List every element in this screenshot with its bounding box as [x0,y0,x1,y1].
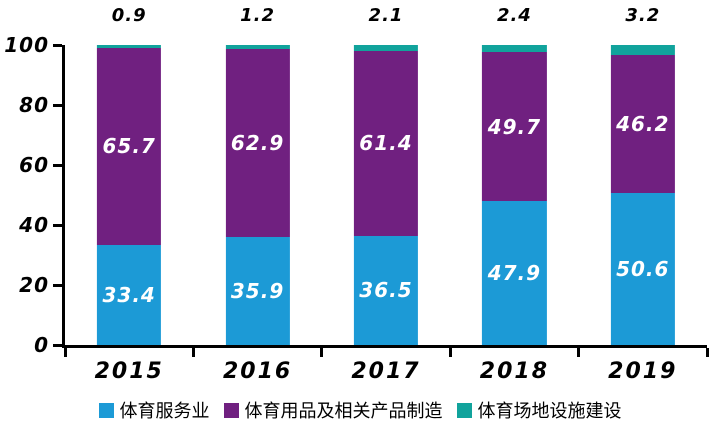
stacked-bar: 36.5 61.4 [353,45,419,345]
y-axis-tick [53,343,62,347]
bar-segment: 33.4 [97,244,162,345]
bar-segment [225,45,290,49]
segment-value-label: 65.7 [102,134,156,159]
bar-segment [610,45,675,55]
bar-segment: 61.4 [353,51,419,236]
bar-top-value-label: 1.2 [240,5,276,26]
y-axis-tick-label: 40 [19,213,49,237]
segment-value-label: 35.9 [230,279,285,304]
bar-top-value-label: 3.2 [625,5,661,26]
segment-value-label: 61.4 [359,131,413,156]
bar-top-value-label: 0.9 [111,5,147,26]
y-axis-tick-label: 100 [4,33,49,57]
bar-segment: 47.9 [482,201,547,345]
bar-segment [97,45,162,48]
legend: 体育服务业 体育用品及相关产品制造 体育场地设施建设 [0,397,720,423]
segment-value-label: 33.4 [102,282,156,307]
plot-area: 0 20 40 60 80 100 33.4 65.7 0.9 2015 35.9 62.9 1.2 20… [4,5,709,384]
legend-item: 体育用品及相关产品制造 [223,397,443,423]
segment-value-label: 49.7 [487,114,542,139]
bar-top-value-label: 2.1 [368,5,404,26]
category-column: 50.6 46.2 3.2 2019 [579,5,707,384]
bar-segment [353,45,419,52]
legend-item: 体育场地设施建设 [456,397,622,423]
bar-segment [482,45,547,53]
segment-value-label: 36.5 [359,278,413,303]
stacked-bar: 50.6 46.2 [610,45,675,345]
x-axis-category-label: 2017 [351,359,421,384]
legend-label: 体育服务业 [119,401,210,422]
bar-segment: 35.9 [225,237,290,345]
bar-segment: 46.2 [610,54,675,194]
x-axis-tick [191,348,195,357]
bar-top-value-label: 2.4 [496,5,532,26]
bar-segment: 49.7 [482,52,547,202]
bar-segment: 50.6 [610,193,675,345]
x-axis-tick [63,348,67,357]
x-axis-tick [705,348,709,357]
bar-segment: 36.5 [353,235,419,345]
x-axis-category-label: 2016 [222,359,293,384]
category-column: 35.9 62.9 1.2 2016 [193,5,321,384]
legend-swatch [223,402,239,418]
y-axis-tick [53,103,62,107]
y-axis-tick [53,223,62,227]
y-axis-tick-label: 0 [34,333,49,357]
legend-label: 体育用品及相关产品制造 [244,401,443,422]
y-axis-tick-label: 80 [19,93,49,117]
stacked-bar: 35.9 62.9 [225,45,290,345]
legend-item: 体育服务业 [98,397,210,423]
bar-segment: 65.7 [97,47,162,245]
y-axis-tick [53,43,62,47]
y-axis-tick-label: 20 [19,273,49,297]
x-axis-tick [320,348,324,357]
legend-label: 体育场地设施建设 [477,401,622,422]
stacked-bar: 33.4 65.7 [97,45,162,345]
category-column: 36.5 61.4 2.1 2017 [322,5,450,384]
legend-swatch [456,402,472,418]
segment-value-label: 46.2 [616,111,670,136]
x-axis-tick [577,348,581,357]
category-column: 33.4 65.7 0.9 2015 [65,5,193,384]
x-axis-category-label: 2019 [608,359,678,384]
y-axis-tick [53,283,62,287]
legend-swatch [98,402,114,418]
stacked-bar: 47.9 49.7 [482,45,547,345]
x-axis-category-label: 2018 [479,359,549,384]
bar-segment: 62.9 [225,48,290,238]
y-axis-tick [53,163,62,167]
segment-value-label: 62.9 [230,130,285,155]
segment-value-label: 47.9 [487,261,542,286]
category-column: 47.9 49.7 2.4 2018 [450,5,578,384]
segment-value-label: 50.6 [616,257,670,282]
y-axis-tick-label: 60 [19,153,49,177]
x-axis-tick [448,348,452,357]
x-axis-category-label: 2015 [94,359,164,384]
